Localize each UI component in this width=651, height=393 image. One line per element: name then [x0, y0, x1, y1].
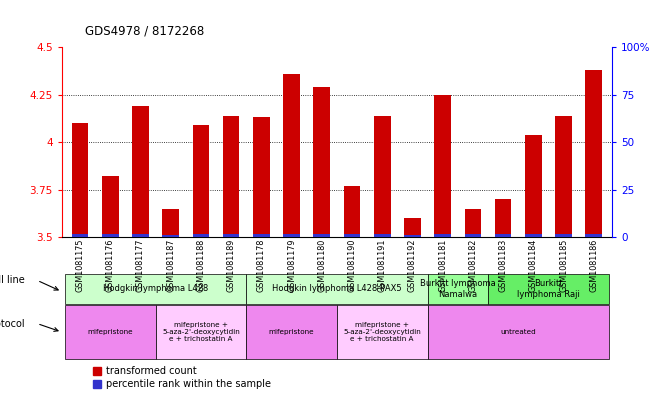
Bar	[555, 234, 572, 237]
Text: mifepristone: mifepristone	[87, 329, 133, 335]
Bar	[585, 234, 602, 237]
Text: GSM1081191: GSM1081191	[378, 239, 387, 292]
Bar	[314, 234, 330, 237]
Bar	[428, 305, 609, 360]
Text: cell line: cell line	[0, 275, 25, 285]
Text: GSM1081185: GSM1081185	[559, 239, 568, 292]
Bar	[72, 234, 89, 237]
Bar	[246, 274, 428, 303]
Text: GSM1081187: GSM1081187	[166, 239, 175, 292]
Text: GSM1081190: GSM1081190	[348, 239, 357, 292]
Text: GSM1081183: GSM1081183	[499, 239, 508, 292]
Bar	[337, 305, 428, 360]
Bar	[525, 134, 542, 237]
Bar	[283, 74, 300, 237]
Bar	[223, 116, 240, 237]
Bar	[434, 234, 451, 237]
Text: GSM1081181: GSM1081181	[438, 239, 447, 292]
Text: GSM1081179: GSM1081179	[287, 239, 296, 292]
Bar	[344, 186, 360, 237]
Bar	[223, 234, 240, 237]
Bar	[495, 199, 512, 237]
Text: GSM1081182: GSM1081182	[469, 239, 477, 292]
Bar	[156, 305, 246, 360]
Legend: transformed count, percentile rank within the sample: transformed count, percentile rank withi…	[89, 363, 275, 393]
Bar	[132, 106, 148, 237]
Bar	[65, 305, 156, 360]
Text: Hodgkin lymphoma L428-PAX5: Hodgkin lymphoma L428-PAX5	[272, 285, 402, 294]
Bar	[314, 87, 330, 237]
Text: GSM1081186: GSM1081186	[589, 239, 598, 292]
Bar	[488, 274, 609, 303]
Bar	[434, 95, 451, 237]
Text: GDS4978 / 8172268: GDS4978 / 8172268	[85, 24, 204, 37]
Bar	[253, 234, 270, 237]
Bar	[555, 116, 572, 237]
Bar	[404, 235, 421, 237]
Bar	[132, 234, 148, 237]
Bar	[465, 209, 481, 237]
Text: Hodgkin lymphoma L428: Hodgkin lymphoma L428	[103, 285, 208, 294]
Bar	[465, 234, 481, 237]
Bar	[253, 118, 270, 237]
Text: mifepristone: mifepristone	[269, 329, 314, 335]
Text: GSM1081176: GSM1081176	[105, 239, 115, 292]
Text: mifepristone +
5-aza-2'-deoxycytidin
e + trichostatin A: mifepristone + 5-aza-2'-deoxycytidin e +…	[162, 322, 240, 342]
Bar	[404, 218, 421, 237]
Text: Burkitt
lymphoma Raji: Burkitt lymphoma Raji	[517, 279, 580, 299]
Bar	[344, 234, 360, 237]
Text: mifepristone +
5-aza-2'-deoxycytidin
e + trichostatin A: mifepristone + 5-aza-2'-deoxycytidin e +…	[343, 322, 421, 342]
Text: GSM1081189: GSM1081189	[227, 239, 236, 292]
Bar	[428, 274, 488, 303]
Bar	[102, 176, 118, 237]
Bar	[162, 235, 179, 237]
Bar	[374, 116, 391, 237]
Text: GSM1081184: GSM1081184	[529, 239, 538, 292]
Text: Burkitt lymphoma
Namalwa: Burkitt lymphoma Namalwa	[420, 279, 495, 299]
Bar	[374, 234, 391, 237]
Bar	[495, 235, 512, 237]
Bar	[162, 209, 179, 237]
Bar	[585, 70, 602, 237]
Bar	[65, 274, 246, 303]
Text: GSM1081175: GSM1081175	[76, 239, 85, 292]
Bar	[72, 123, 89, 237]
Text: GSM1081180: GSM1081180	[317, 239, 326, 292]
Text: GSM1081178: GSM1081178	[257, 239, 266, 292]
Bar	[525, 234, 542, 237]
Bar	[193, 125, 209, 237]
Text: GSM1081188: GSM1081188	[197, 239, 205, 292]
Bar	[102, 234, 118, 237]
Text: GSM1081192: GSM1081192	[408, 239, 417, 292]
Bar	[246, 305, 337, 360]
Bar	[193, 234, 209, 237]
Bar	[283, 234, 300, 237]
Text: untreated: untreated	[501, 329, 536, 335]
Text: protocol: protocol	[0, 319, 25, 329]
Text: GSM1081177: GSM1081177	[136, 239, 145, 292]
